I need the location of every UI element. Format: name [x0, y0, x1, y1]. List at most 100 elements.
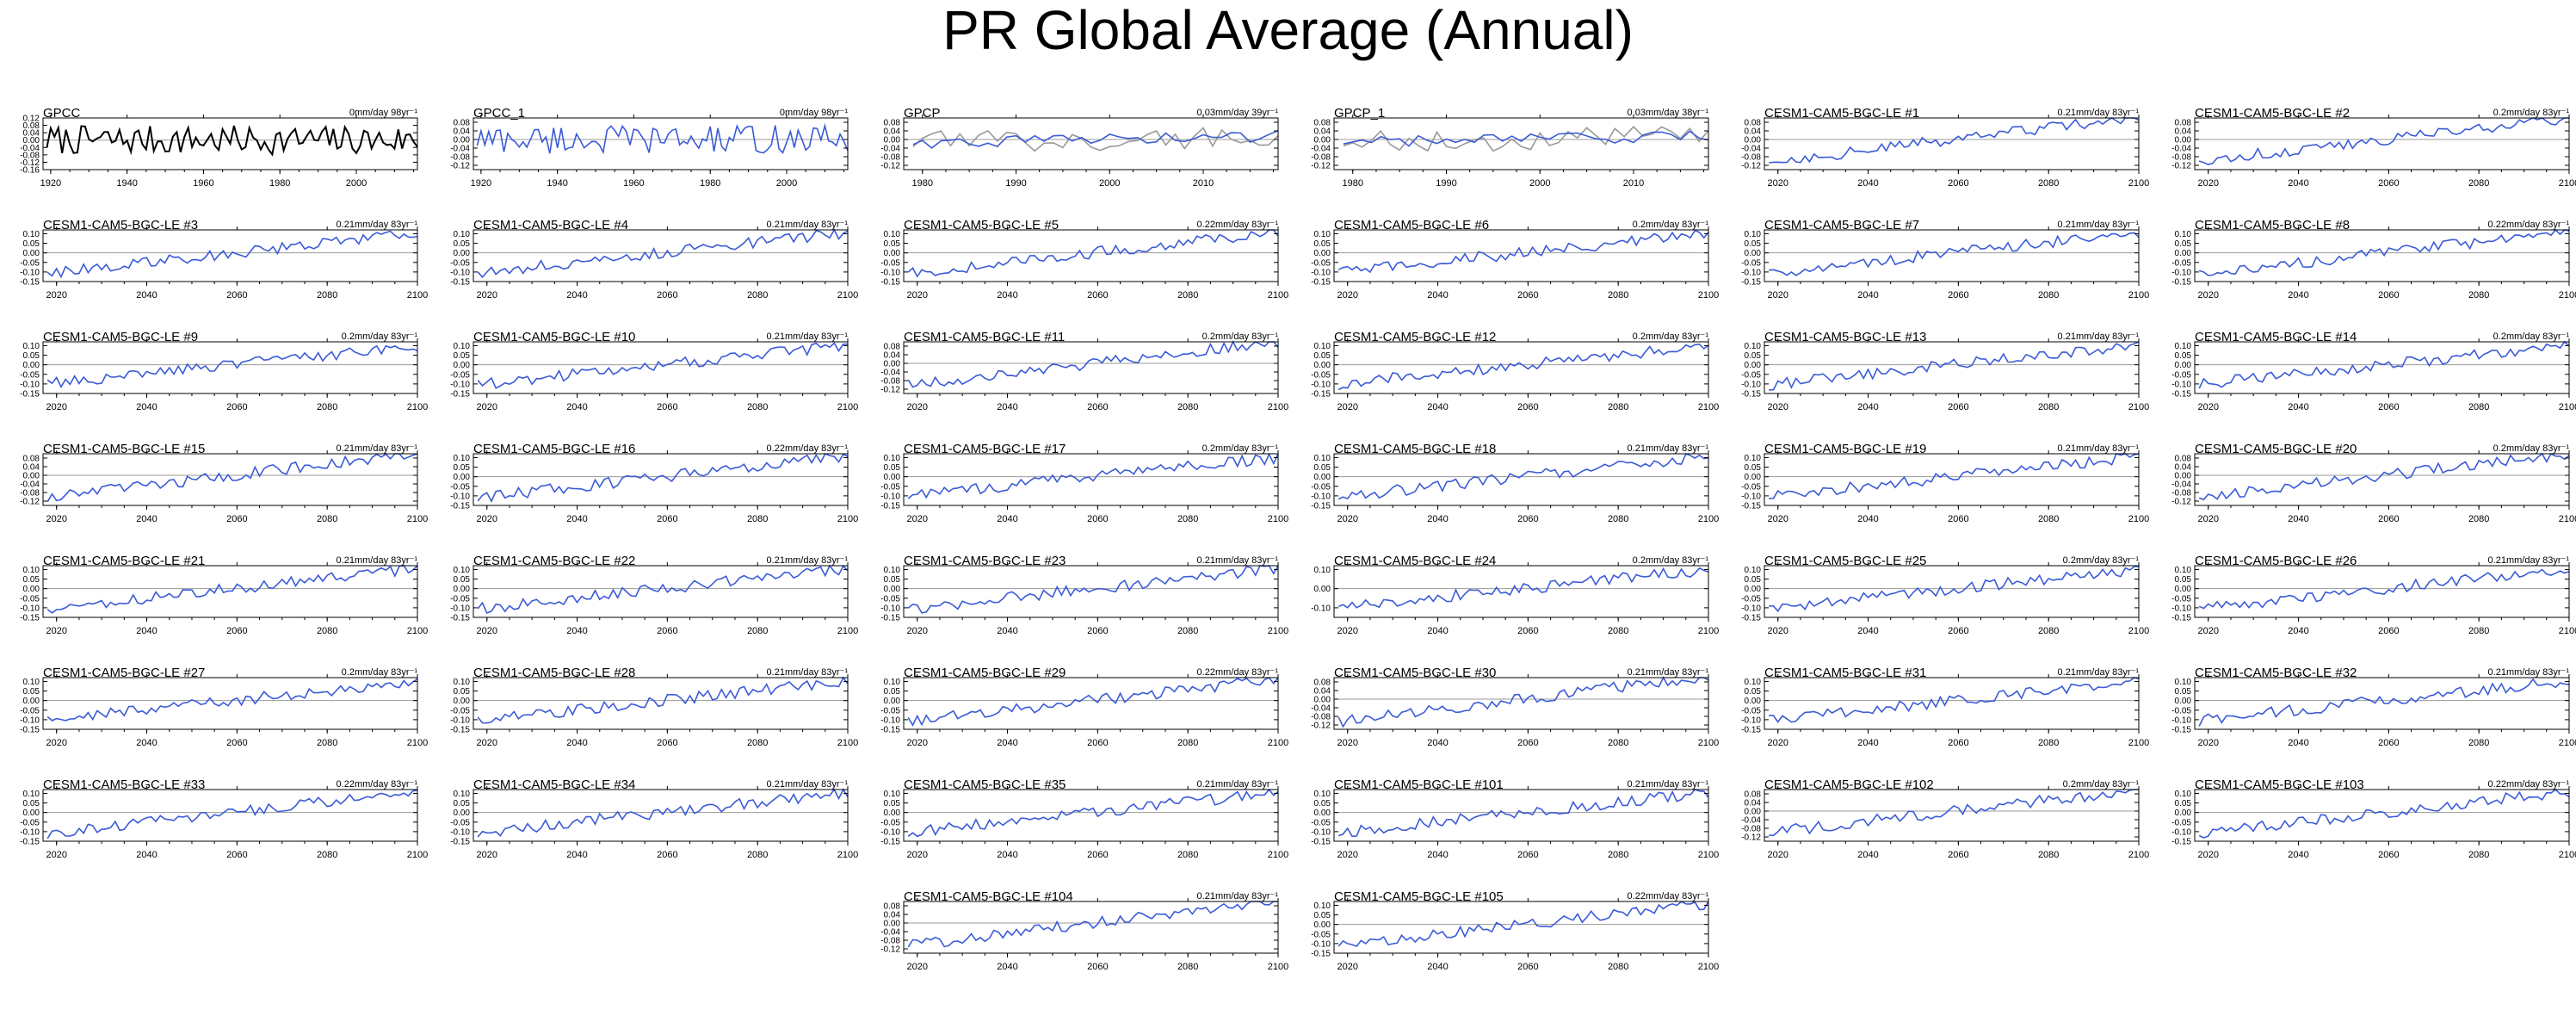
x-tick-label: 2100: [407, 738, 428, 748]
y-tick-label: -0.05: [450, 594, 470, 604]
y-tick-label: -0.04: [1311, 704, 1331, 714]
y-tick-label: 0.05: [884, 463, 901, 473]
y-tick-label: 0.04: [1314, 127, 1331, 137]
x-tick-label: 2010: [1623, 178, 1644, 189]
y-tick-label: 0.10: [23, 790, 40, 799]
y-tick-label: 0.05: [1745, 575, 1762, 585]
y-tick-label: -0.05: [1311, 482, 1331, 492]
x-tick-label: 1990: [1436, 178, 1456, 189]
series-line: [2198, 340, 2570, 389]
chart-svg: 0.100.050.00-0.05-0.10-0.15 2020 2040 2060 2…: [1741, 674, 2149, 748]
x-tick-label: 2100: [1268, 290, 1288, 300]
series-line: [907, 340, 1279, 388]
y-tick-label: 0.05: [23, 239, 40, 249]
series-line: [1343, 130, 1709, 147]
y-tick-label: 0.04: [884, 127, 901, 137]
y-tick-label: 0.08: [23, 455, 40, 464]
plot-area: 0.080.040.00-0.04-0.08-0.12 2020 2040 2060 2…: [2171, 115, 2576, 189]
reference-series-line: [1343, 126, 1709, 152]
series-line: [1769, 566, 2139, 613]
trend-label: 0.21mm/day 83yr⁻¹: [1196, 779, 1278, 790]
y-tick-label: 0.10: [1745, 230, 1762, 239]
x-tick-label: 2040: [2288, 178, 2308, 189]
plot-frame: [903, 453, 1279, 506]
chart-svg: 0.100.050.00-0.05-0.10-0.15 2020 2040 2060 2…: [20, 562, 428, 636]
trend-label: 0.21mm/day 83yr⁻¹: [1196, 555, 1278, 566]
x-tick-label: 2020: [906, 402, 927, 412]
chart-svg: 0.100.050.00-0.05-0.10-0.15 2020 2040 2060 2…: [450, 450, 858, 524]
y-tick-label: 0.05: [2175, 575, 2192, 585]
y-tick-label: 0.08: [1314, 678, 1331, 688]
y-tick-label: -0.05: [880, 818, 900, 827]
x-tick-label: 2100: [407, 402, 428, 412]
series-line: [1337, 789, 1709, 838]
y-tick-label: -0.15: [20, 726, 40, 735]
series-line: [1337, 676, 1709, 728]
chart-svg: 0.080.040.00-0.04-0.08-0.12 2020 2040 2060 2…: [1311, 674, 1719, 748]
plot-area: 0.100.050.00-0.05-0.10-0.15 2020 2040 2060 2…: [20, 338, 428, 412]
plot-frame: [1333, 901, 1709, 954]
x-tick-label: 2040: [997, 626, 1017, 636]
panel-title: CESM1-CAM5-BGC-LE #3: [43, 218, 199, 232]
x-tick-label: 2100: [1698, 514, 1719, 524]
x-tick-label: 2100: [1268, 850, 1288, 860]
y-tick-label: -0.15: [1311, 950, 1331, 959]
plot-area: 0.100.050.00-0.05-0.10-0.15 2020 2040 2060 2…: [2171, 226, 2576, 300]
y-tick-label: -0.08: [1741, 153, 1761, 163]
plot-frame: [903, 565, 1279, 618]
y-tick-label: -0.05: [1741, 258, 1761, 268]
y-tick-label: -0.10: [1311, 492, 1331, 501]
y-tick-label: -0.05: [880, 594, 900, 604]
x-tick-label: 2060: [1948, 402, 1968, 412]
y-tick-label: 0.08: [2175, 119, 2192, 128]
y-tick-label: -0.05: [880, 482, 900, 492]
y-tick-label: -0.05: [1311, 930, 1331, 939]
plot-area: 0.100.050.00-0.05-0.10-0.15 2020 2040 2060 2…: [1741, 674, 2149, 748]
chart-svg: 0.100.050.00-0.05-0.10-0.15 2020 2040 2060 2…: [1741, 450, 2149, 524]
chart-panel: CESM1-CAM5-BGC-LE #104 0.21mm/day 83yr⁻¹ 0…: [861, 887, 1291, 1016]
x-tick-label: 2020: [476, 514, 497, 524]
plot-area: 0.100.050.00-0.05-0.10-0.15 2020 2040 2060 2…: [880, 450, 1288, 524]
y-tick-label: 0.10: [1314, 901, 1331, 911]
y-tick-label: -0.10: [1741, 492, 1761, 501]
chart-svg: 0.100.050.00-0.05-0.10-0.15 2020 2040 2060 2…: [880, 226, 1288, 300]
y-tick-label: 0.10: [454, 230, 471, 239]
x-tick-label: 2020: [1767, 514, 1788, 524]
plot-frame: [903, 341, 1279, 394]
chart-svg: 0.100.050.00-0.05-0.10-0.15 2020 2040 2060 2…: [1311, 226, 1719, 300]
y-tick-label: -0.10: [880, 716, 900, 725]
y-tick-label: -0.05: [1311, 258, 1331, 268]
plot-frame: [1764, 789, 2140, 842]
chart-svg: 0.100.050.00-0.05-0.10-0.15 2020 2040 2060 2…: [1311, 450, 1719, 524]
trend-label: 0.2mm/day 83yr⁻¹: [1202, 331, 1278, 342]
y-tick-label: -0.10: [1311, 268, 1331, 277]
x-tick-label: 2040: [136, 738, 157, 748]
y-tick-label: -0.12: [20, 498, 40, 507]
plot-area: 0.100.050.00-0.05-0.10-0.15 2020 2040 2060 2…: [1311, 786, 1719, 860]
x-tick-label: 2080: [1608, 514, 1628, 524]
chart-svg: 0.100.050.00-0.05-0.10-0.15 2020 2040 2060 2…: [20, 674, 428, 748]
panel-title: CESM1-CAM5-BGC-LE #2: [2195, 106, 2351, 121]
x-tick-label: 2020: [1337, 402, 1357, 412]
panel-title: CESM1-CAM5-BGC-LE #17: [904, 442, 1066, 456]
x-tick-label: 2100: [2559, 178, 2576, 189]
x-tick-label: 2100: [1698, 738, 1719, 748]
y-tick-label: 0.00: [454, 697, 471, 706]
x-tick-label: 2040: [136, 626, 157, 636]
chart-panel: GPCC 0mm/day 98yr⁻¹ 0.12 0.08 0.04 0.00 -0.04-…: [0, 103, 430, 232]
plot-area: 0.100.050.00-0.05-0.10-0.15 2020 2040 2060 2…: [2171, 338, 2576, 412]
chart-panel: CESM1-CAM5-BGC-LE #1 0.21mm/day 83yr⁻¹ 0.0…: [1721, 103, 2152, 232]
y-tick-label: 0.05: [1745, 239, 1762, 249]
x-tick-label: 2010: [1193, 178, 1214, 189]
x-tick-label: 1980: [269, 178, 290, 189]
x-tick-label: 2080: [1608, 402, 1628, 412]
y-tick-label: -0.10: [20, 380, 40, 389]
plot-area: 0.100.050.00-0.05-0.10-0.15 2020 2040 2060 2…: [450, 674, 858, 748]
series-line: [46, 124, 418, 157]
trend-label: 0.2mm/day 83yr⁻¹: [341, 667, 417, 678]
x-tick-label: 2080: [1608, 290, 1628, 300]
y-tick-label: 0.00: [884, 360, 901, 369]
series-line: [907, 452, 1279, 499]
chart-panel: CESM1-CAM5-BGC-LE #25 0.2mm/day 83yr⁻¹ 0.1…: [1721, 551, 2152, 680]
